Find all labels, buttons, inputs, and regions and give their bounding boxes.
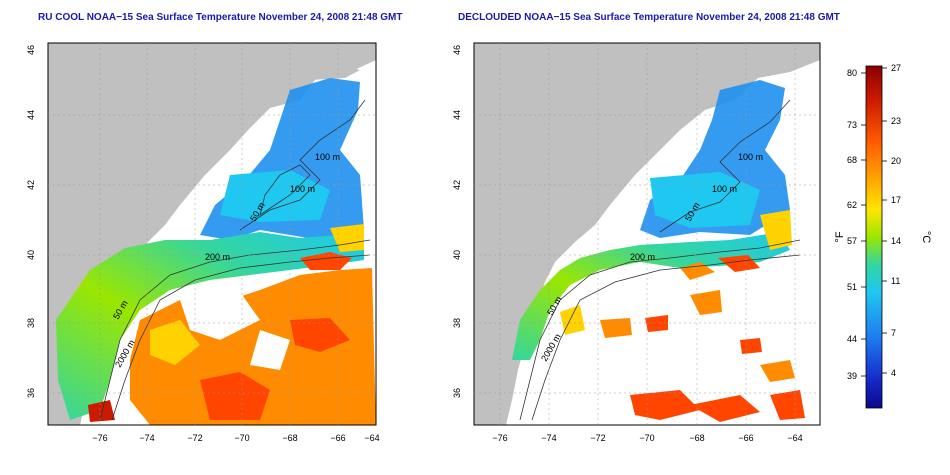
contour-label: 100 m	[315, 152, 340, 162]
land-mass	[48, 43, 376, 425]
y-tick-label: 44	[26, 110, 36, 120]
right-map-title: DECLOUDED NOAA−15 Sea Surface Temperatur…	[458, 12, 840, 23]
y-tick-label: 42	[26, 180, 36, 190]
y-tick-label: 38	[26, 318, 36, 328]
x-tick-label: −72	[187, 433, 202, 443]
x-tick-label: −70	[234, 433, 249, 443]
y-tick-label: 46	[26, 45, 36, 55]
y-tick-label: 40	[26, 250, 36, 260]
x-tick-label: −68	[282, 433, 297, 443]
contour-label: 100 m	[290, 184, 315, 194]
x-tick-label: −76	[92, 433, 107, 443]
contour-label: 200 m	[205, 252, 230, 262]
y-tick-label: 36	[26, 388, 36, 398]
x-tick-label: −64	[364, 433, 379, 443]
left-map-title: RU COOL NOAA−15 Sea Surface Temperature …	[38, 12, 403, 23]
x-tick-label: −74	[139, 433, 154, 443]
x-tick-label: −66	[330, 433, 345, 443]
